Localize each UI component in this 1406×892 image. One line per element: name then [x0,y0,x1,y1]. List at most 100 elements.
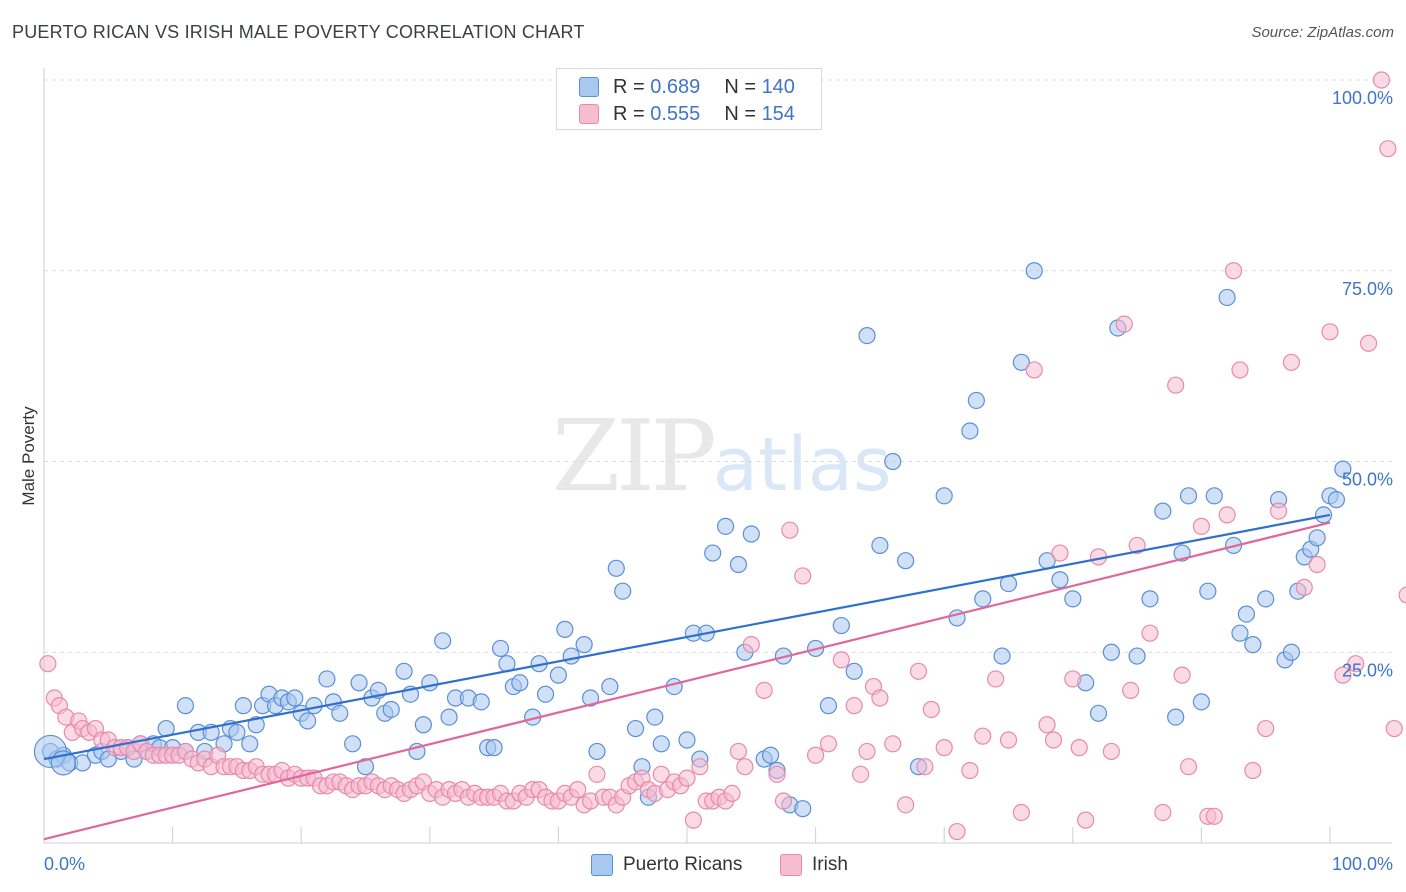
point-irish [1224,262,1243,280]
point-puerto-ricans [1167,708,1185,726]
point-puerto-ricans [350,674,368,692]
point-puerto-ricans [1327,491,1346,509]
point-irish [871,689,889,707]
point-irish [909,662,928,680]
point-irish [1334,666,1352,684]
bottom-legend-swatch-pink [780,854,802,876]
point-irish [1385,719,1403,738]
point-irish [987,670,1005,688]
point-irish [819,735,838,753]
point-puerto-ricans [356,758,375,776]
point-puerto-ricans [1154,502,1172,520]
point-irish [832,651,850,669]
grid-lines [44,79,1392,653]
point-irish [999,731,1018,749]
point-irish [691,758,709,776]
point-puerto-ricans [1237,605,1256,623]
point-puerto-ricans [1089,704,1108,722]
point-puerto-ricans [299,712,317,730]
legend-n-label: N = [724,75,762,98]
point-puerto-ricans [485,739,503,757]
point-irish [1379,140,1397,158]
x-tick-label: 100.0% [1332,854,1393,874]
point-puerto-ricans [1334,460,1352,478]
point-irish [1192,517,1211,535]
point-puerto-ricans [588,742,606,761]
point-irish [974,727,992,745]
y-tick-label: 75.0% [1342,279,1393,299]
point-irish [1257,719,1275,738]
point-puerto-ricans [678,731,696,749]
point-puerto-ricans [562,647,580,665]
point-irish [1051,544,1069,562]
point-puerto-ricans [234,697,252,715]
point-irish [852,765,870,783]
point-irish [1102,742,1120,761]
point-puerto-ricans [176,697,195,715]
point-puerto-ricans [614,582,632,600]
point-irish [1347,655,1365,673]
point-puerto-ricans [607,559,625,577]
legend-row-puerto-ricans: R = 0.689 N = 140 [579,75,795,99]
point-puerto-ricans [395,662,413,680]
point-puerto-ricans [286,689,304,707]
point-puerto-ricans [897,552,915,570]
point-puerto-ricans [646,708,664,726]
point-puerto-ricans [832,616,850,635]
point-irish [755,681,773,700]
point-irish [1179,758,1198,776]
point-irish [922,700,940,719]
point-irish [1359,334,1378,352]
point-puerto-ricans [536,685,555,703]
point-irish [1231,361,1249,379]
point-irish [845,697,863,715]
point-irish [1372,71,1391,89]
point-irish [1398,586,1406,604]
point-irish [1044,731,1063,749]
point-irish [1115,315,1133,333]
point-irish [1173,666,1191,684]
point-puerto-ricans [665,677,683,696]
point-irish [794,567,812,585]
legend-r-value: 0.689 [650,75,701,98]
point-puerto-ricans [511,674,529,692]
point-irish [806,746,825,764]
series-irish [39,71,1406,841]
point-puerto-ricans [652,735,670,753]
point-puerto-ricans [1244,636,1262,654]
point-irish [684,811,703,829]
legend-swatch-blue [579,77,599,97]
point-puerto-ricans [1179,487,1198,505]
chart-title: PUERTO RICAN VS IRISH MALE POVERTY CORRE… [12,22,585,42]
point-puerto-ricans [1282,643,1301,661]
point-puerto-ricans [819,697,838,715]
point-puerto-ricans [1064,590,1082,608]
point-puerto-ricans [1199,582,1217,600]
correlation-legend: R = 0.689 N = 140 R = 0.555 N = 154 [556,68,822,130]
legend-r-label: R = [613,75,651,98]
point-puerto-ricans [1314,506,1333,524]
point-puerto-ricans [434,632,452,650]
point-irish [948,822,966,841]
point-puerto-ricans [871,536,889,555]
point-puerto-ricans [794,800,812,818]
legend-n-value: 140 [761,75,795,98]
point-puerto-ricans [1051,571,1069,589]
point-irish [723,784,741,803]
point-puerto-ricans [884,452,902,471]
point-puerto-ricans [935,487,953,505]
point-irish [916,758,934,776]
point-irish [1154,803,1172,822]
bottom-legend-irish: Irish [780,852,848,878]
axes [43,68,1392,844]
point-puerto-ricans [382,700,400,719]
legend-r-value: 0.555 [650,102,701,125]
point-irish [569,780,587,799]
point-irish [736,758,754,776]
point-puerto-ricans [344,735,362,753]
point-irish [1295,578,1313,596]
source-label: Source: ZipAtlas.com [1251,24,1394,41]
point-puerto-ricans [228,723,246,741]
legend-n-label: N = [724,102,762,125]
point-puerto-ricans [1012,353,1030,371]
